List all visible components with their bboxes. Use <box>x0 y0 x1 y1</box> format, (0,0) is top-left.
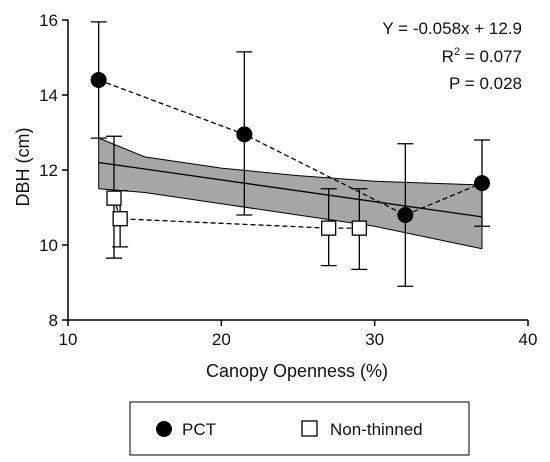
y-tick-label: 10 <box>39 236 58 255</box>
series-connectors <box>98 79 483 229</box>
pct-point <box>90 72 107 88</box>
p-value-annotation: P = 0.028 <box>449 74 522 93</box>
r-squared-annotation: R2 = 0.077 <box>442 46 522 66</box>
y-tick-label: 8 <box>49 311 58 330</box>
legend: PCT Non-thinned <box>129 401 470 456</box>
pct-connector-line <box>98 79 483 216</box>
r-squared-prefix: R <box>442 47 454 66</box>
error-bars <box>90 21 490 287</box>
x-axis-title: Canopy Openness (%) <box>206 361 388 381</box>
x-tick-label: 10 <box>59 330 78 349</box>
non-thinned-point <box>321 220 337 236</box>
regression-equation: Y = -0.058x + 12.9 <box>382 19 522 38</box>
non-thinned-point <box>112 211 128 227</box>
y-tick-label: 12 <box>39 161 58 180</box>
legend-nonthinned-label: Non-thinned <box>330 420 423 439</box>
legend-box <box>129 401 470 456</box>
r-squared-superscript: 2 <box>454 46 460 58</box>
regression-line-layer <box>98 161 483 218</box>
x-tick-label: 20 <box>212 330 231 349</box>
confidence-band-lower-edge <box>98 188 483 250</box>
pct-point <box>236 126 253 143</box>
pct-point <box>474 175 490 192</box>
x-tick-label: 40 <box>519 330 538 349</box>
confidence-band <box>98 138 483 249</box>
pct-point <box>397 207 414 223</box>
legend-nonthinned-marker <box>301 420 318 437</box>
non-thinned-point <box>351 220 367 236</box>
non-thinned-connector-line <box>113 197 360 229</box>
legend-pct-marker <box>156 421 172 437</box>
legend-pct-label: PCT <box>182 420 216 439</box>
confidence-band-upper-edge <box>98 137 483 186</box>
y-tick-label: 16 <box>39 11 58 30</box>
non-thinned-point <box>106 190 122 206</box>
regression-line <box>98 161 483 218</box>
confidence-band-layer <box>98 137 483 250</box>
y-tick-label: 14 <box>39 86 58 105</box>
x-tick-label: 30 <box>365 330 384 349</box>
r-squared-value: = 0.077 <box>460 47 522 66</box>
data-points <box>90 72 490 236</box>
y-axis-title: DBH (cm) <box>13 128 33 207</box>
